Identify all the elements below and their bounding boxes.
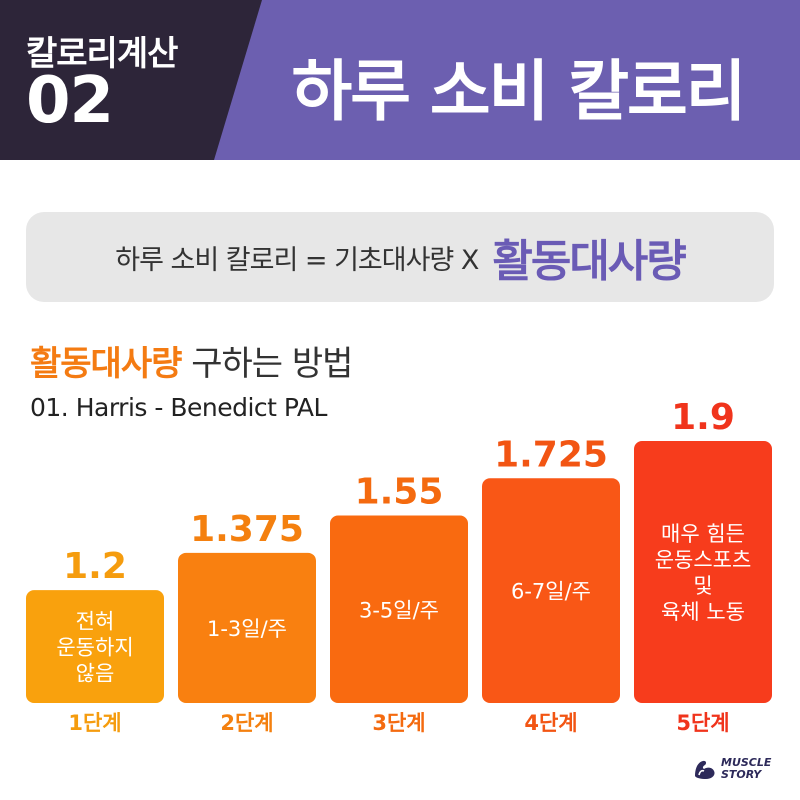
bar-5 (634, 441, 772, 703)
value-label-4: 1.725 (494, 434, 608, 475)
bar-description-1-2: 운동하지 (56, 636, 133, 660)
bar-description-2-1: 1-3일/주 (207, 617, 287, 641)
category-label-4: 4단계 (524, 711, 577, 735)
section-title-rest: 구하는 방법 (191, 344, 353, 384)
formula-box: 하루 소비 칼로리 = 기초대사량 X 활동대사량 (26, 212, 774, 302)
bar-2 (178, 552, 316, 703)
bar-4 (482, 478, 620, 703)
value-label-2: 1.375 (190, 509, 304, 550)
bar-1 (26, 590, 164, 703)
bar-description-1-3: 않음 (76, 662, 115, 686)
method-label: 01. Harris - Benedict PAL (30, 393, 327, 422)
page-title: 하루 소비 칼로리 (291, 53, 747, 130)
series-label: 칼로리계산 (26, 34, 178, 74)
bar-description-5-1: 매우 힘든 (661, 522, 745, 546)
bar-description-3-1: 3-5일/주 (359, 598, 439, 622)
bar-description-4-1: 6-7일/주 (511, 580, 591, 604)
bar-description-5-4: 육체 노동 (661, 600, 745, 624)
brand-logo: MUSCLE STORY (692, 756, 771, 782)
bar-description-5-3: 및 (693, 574, 712, 598)
header-banner: 칼로리계산 02 하루 소비 칼로리 (0, 0, 800, 160)
section-title-highlight: 활동대사량 (30, 344, 182, 384)
formula-highlight: 활동대사량 (492, 236, 686, 287)
category-label-5: 5단계 (676, 711, 729, 735)
brand-logo-text: MUSCLE STORY (721, 757, 771, 781)
section-title: 활동대사량 구하는 방법 (30, 336, 353, 385)
bar-3 (330, 515, 468, 703)
value-label-5: 1.9 (671, 397, 735, 438)
bar-description-1-1: 전혀 (76, 610, 115, 634)
header-dark-panel (0, 0, 262, 160)
flexed-arm-icon (695, 760, 715, 779)
series-number: 02 (26, 64, 114, 138)
formula-text: 하루 소비 칼로리 = 기초대사량 X (115, 244, 479, 276)
value-label-1: 1.2 (63, 546, 127, 587)
brand-logo-line1: MUSCLE (721, 756, 772, 769)
brand-logo-line2: STORY (721, 768, 762, 781)
category-label-2: 2단계 (220, 711, 273, 735)
value-label-3: 1.55 (355, 472, 444, 513)
category-label-3: 3단계 (372, 711, 425, 735)
category-label-1: 1단계 (68, 711, 121, 735)
bar-description-5-2: 운동스포츠 (655, 548, 752, 572)
